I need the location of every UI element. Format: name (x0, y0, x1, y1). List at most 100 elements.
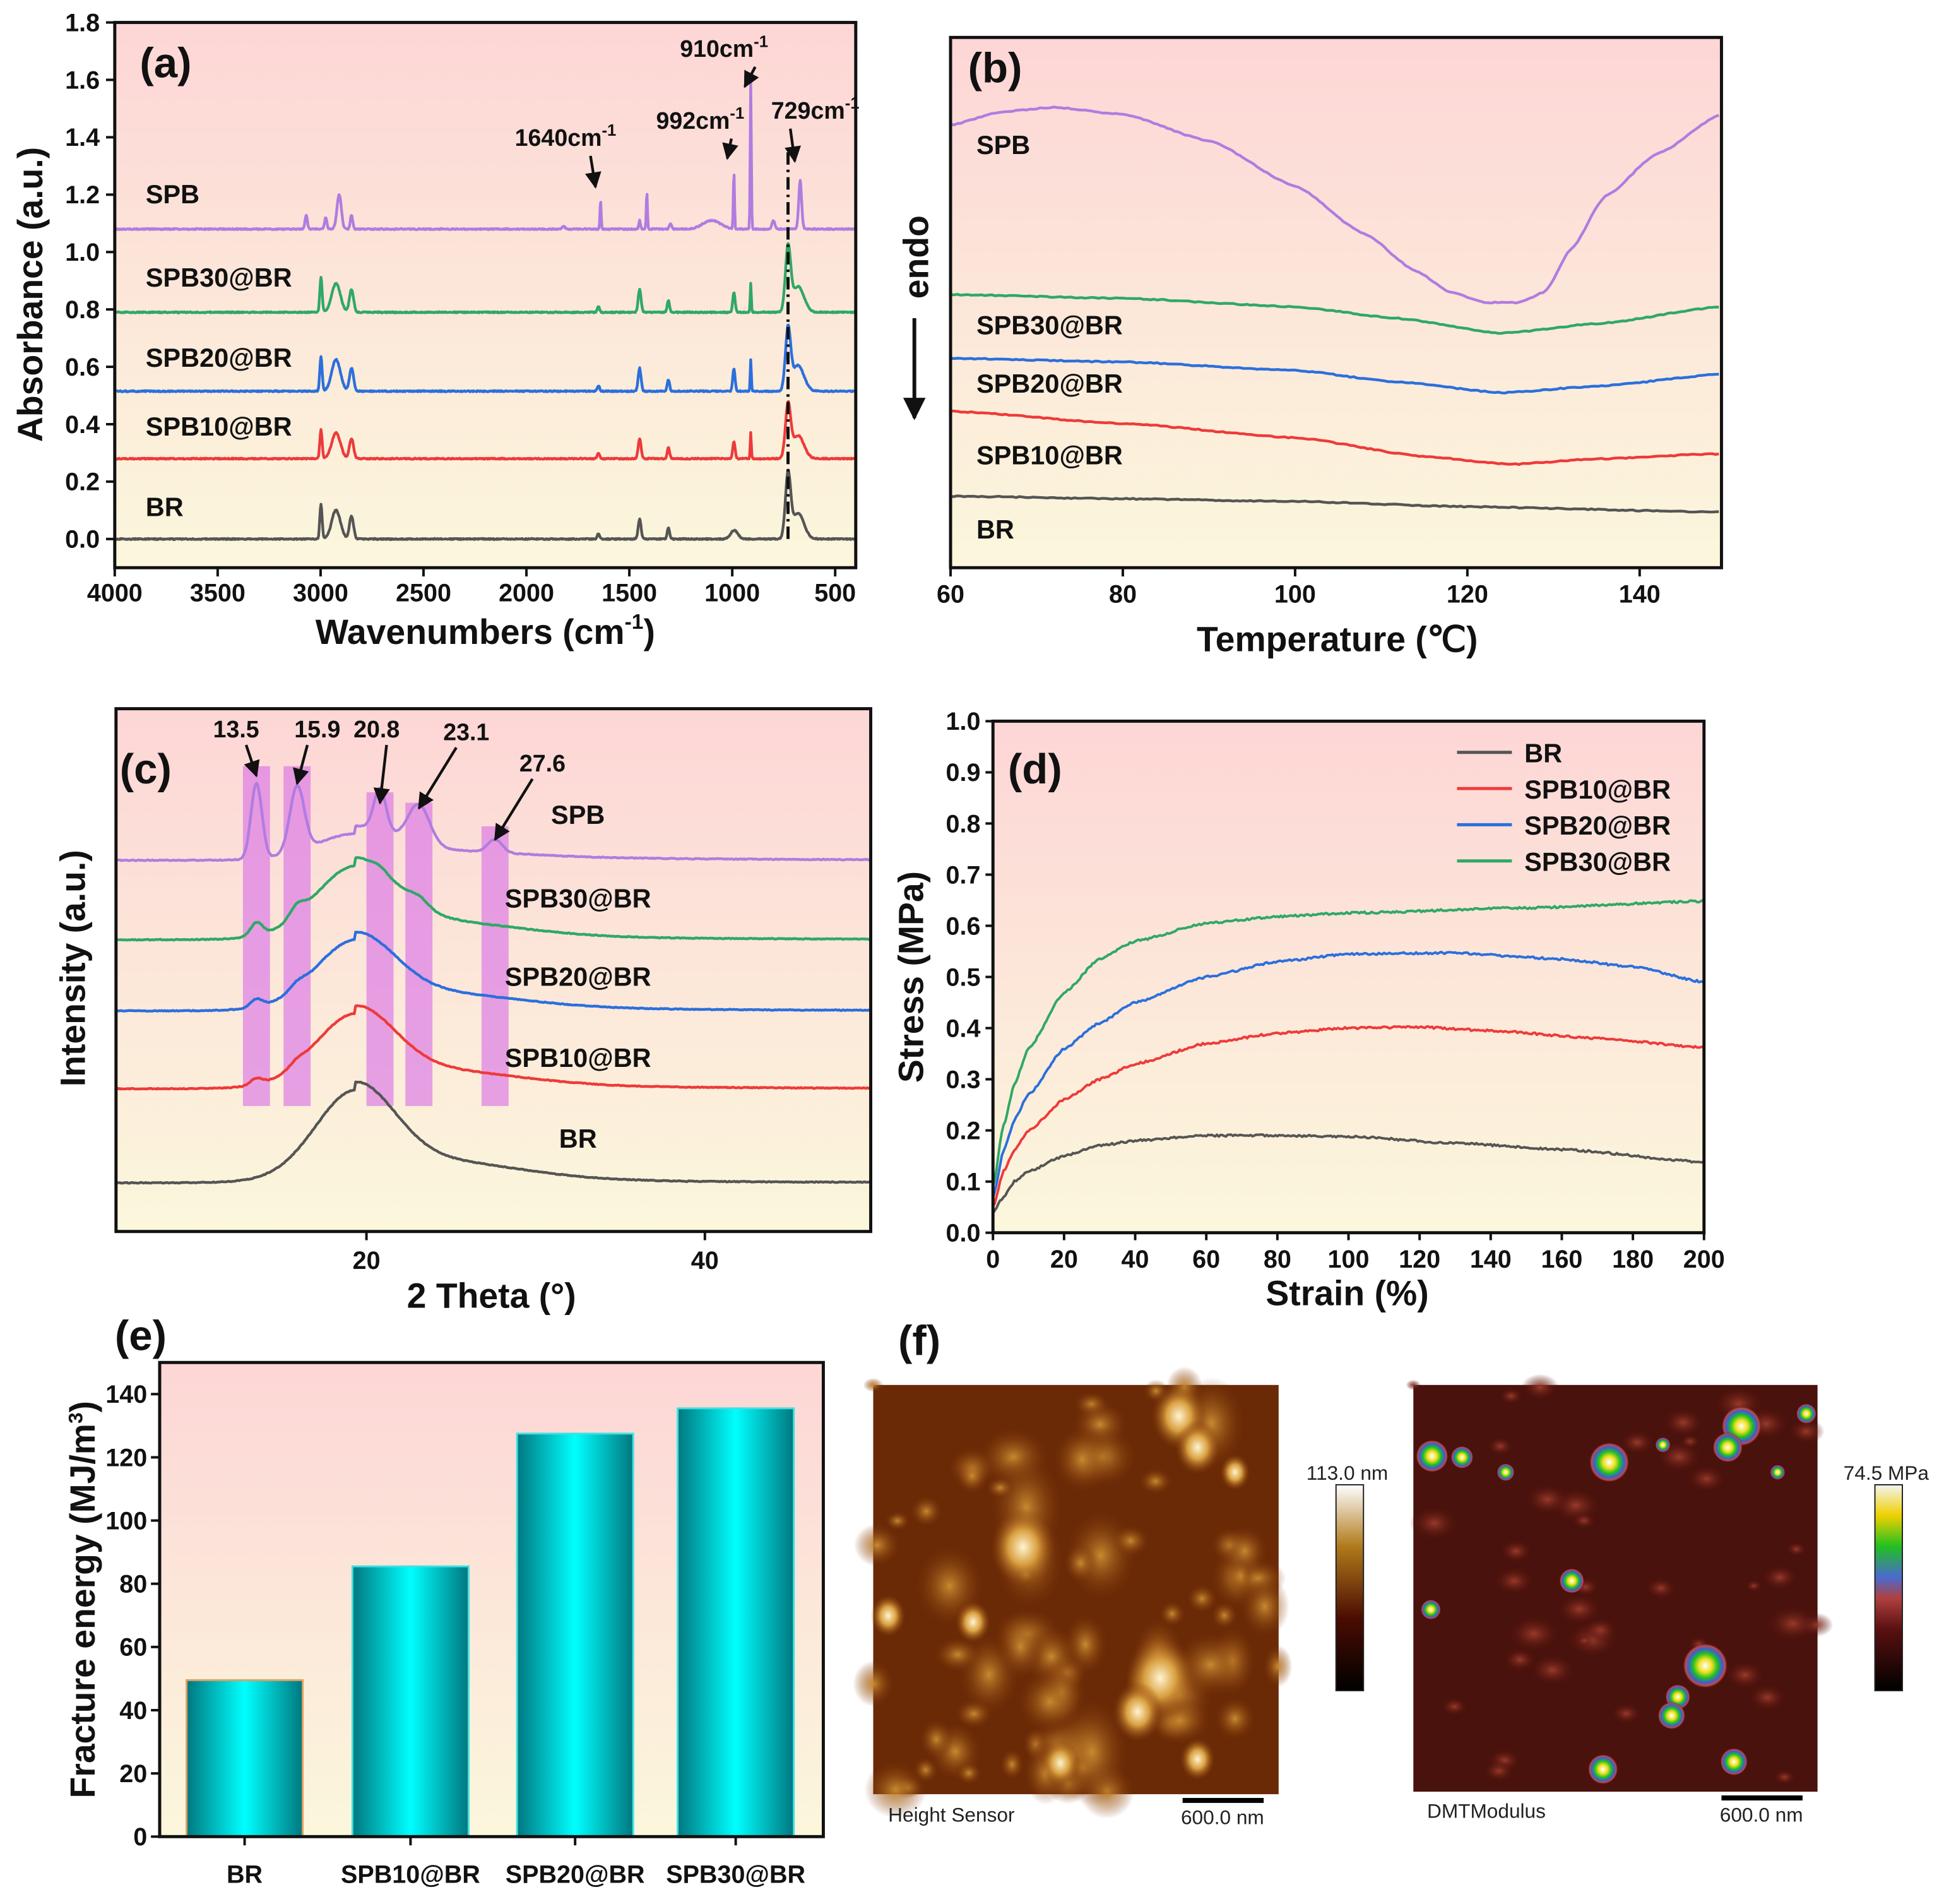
plot-frame (113, 21, 858, 569)
modulus-texture (1498, 1539, 1533, 1564)
modulus-texture (1679, 1434, 1701, 1449)
y-tick-label: 0.7 (946, 861, 981, 889)
height-texture (919, 1719, 954, 1759)
modulus-texture (1610, 1703, 1642, 1725)
peak-annotation: 992cm-1 (656, 105, 745, 134)
height-texture (885, 1511, 910, 1531)
annotation-superscript: -1 (602, 122, 616, 140)
series-label: SPB (146, 179, 199, 209)
x-tick-label: 40 (691, 1247, 719, 1275)
height-texture (1240, 1575, 1289, 1638)
y-tick-label: 0.0 (946, 1220, 981, 1247)
height-bright-feature (1040, 1739, 1081, 1787)
modulus-texture (1745, 1580, 1763, 1592)
xrd-line-spb30-br (116, 856, 871, 942)
x-tick-label: 1500 (602, 580, 657, 607)
height-texture (1262, 1645, 1293, 1688)
y-tick-label: 0 (133, 1823, 147, 1851)
series-label: SPB20@BR (505, 962, 651, 992)
y-tick-label: 0.4 (946, 1014, 981, 1042)
series-label: SPB10@BR (976, 440, 1123, 470)
y-tick-label: 1.4 (65, 124, 100, 152)
modulus-stiff-domain (1497, 1463, 1515, 1481)
y-tick-label: 0.4 (65, 411, 100, 439)
modulus-stiff-domain (1796, 1403, 1817, 1424)
height-texture (1186, 1584, 1218, 1613)
y-tick-label: 1.2 (65, 181, 100, 209)
panel-e-fracture-energy-chart: BR SPB10@BR SPB20@BR SPB30@BR 0 20 40 60 80 100 12… (105, 1360, 825, 1888)
modulus-stiff-domain (1683, 1643, 1728, 1689)
panel-e-ylabel: Fracture energy (MJ/m3) (63, 1401, 102, 1798)
modulus-stiff-domain (1712, 1432, 1743, 1463)
plot-background (951, 37, 1722, 568)
x-tick-label: 80 (1264, 1246, 1291, 1273)
peak-annotation: 23.1 (443, 718, 489, 745)
height-texture (864, 1761, 927, 1819)
modulus-texture (1521, 1374, 1560, 1401)
x-tick-label: 0 (986, 1246, 1000, 1273)
ftir-line-br (114, 468, 857, 541)
x-tick-label: 160 (1541, 1246, 1582, 1273)
stress-line-spb30-br (992, 899, 1705, 1187)
height-texture (1211, 1602, 1238, 1629)
y-tick-label: 1.8 (65, 9, 100, 37)
annotation-arrow (244, 744, 260, 778)
dsc-line-spb30-br (950, 293, 1719, 335)
height-bright-feature (955, 1601, 991, 1643)
height-texture (910, 1496, 943, 1527)
y-tick-label: 140 (105, 1381, 147, 1408)
annotation-arrow (494, 778, 534, 842)
legend-label: SPB20@BR (1524, 811, 1671, 840)
x-tick-label: 200 (1683, 1246, 1725, 1273)
x-tick-label: 140 (1470, 1246, 1512, 1273)
height-texture (956, 1457, 988, 1495)
x-tick-label: 1000 (704, 580, 760, 607)
y-tick-label: 1.6 (65, 66, 100, 94)
panel-d-stress-strain-chart: BR SPB10@BR SPB20@BR SPB30@BR 0 20 40 60 80 100 12… (946, 708, 1725, 1273)
y-tick-label: 1.0 (946, 708, 981, 735)
y-tick-label: 0.3 (946, 1066, 981, 1093)
modulus-texture (1686, 1465, 1727, 1493)
modulus-texture (1582, 1617, 1619, 1643)
peak-annotation: 27.6 (519, 750, 566, 776)
x-tick-label: 2000 (499, 580, 554, 607)
x-tick-label: 140 (1619, 581, 1661, 609)
peak-annotation: 20.8 (353, 716, 400, 742)
annotation-arrow (744, 66, 759, 88)
dsc-line-spb10-br (950, 409, 1719, 466)
height-texture (853, 1523, 901, 1567)
legend-label: SPB30@BR (1524, 847, 1671, 877)
modulus-stiff-domain (1416, 1439, 1449, 1473)
annotation-arrow (584, 155, 602, 189)
x-tick-label: 2500 (396, 580, 451, 607)
xrd-line-br (116, 1080, 870, 1185)
panel-a-ylabel: Absorbance (a.u.) (11, 147, 50, 442)
panel-c-ylabel: Intensity (a.u.) (53, 850, 92, 1086)
modulus-texture (1619, 1430, 1656, 1455)
height-texture (996, 1613, 1045, 1680)
height-texture (1111, 1525, 1150, 1557)
height-bright-feature (1219, 1454, 1250, 1490)
modulus-texture (1766, 1605, 1820, 1643)
plot-frame (949, 35, 1723, 569)
ftir-line-spb20-br (114, 323, 857, 393)
y-tick-label: 0.6 (946, 912, 981, 940)
y-tick-label: 0.2 (946, 1117, 981, 1145)
panel-c-xrd-chart: SPB SPB30@BR SPB20@BR SPB10@BR BR 13.5 15.9 20.… (114, 707, 872, 1275)
x-tick-label: 40 (1122, 1246, 1149, 1273)
modulus-texture (1406, 1379, 1421, 1391)
legend-label: BR (1524, 739, 1562, 768)
afm-modulus-image (1406, 1374, 1834, 1792)
modulus-colorbar (1874, 1484, 1904, 1692)
dsc-line-br (951, 494, 1719, 514)
modulus-texture (1524, 1483, 1570, 1516)
series-label: SPB30@BR (146, 263, 292, 292)
xrd-line-spb20-br (116, 931, 870, 1013)
height-caption: Height Sensor (888, 1804, 1014, 1826)
modulus-stiff-domain (1450, 1446, 1474, 1469)
modulus-stiff-domain (1589, 1442, 1630, 1482)
y-tick-label: 0.8 (65, 296, 100, 324)
panel-c-xlabel: 2 Theta (°) (407, 1276, 576, 1315)
modulus-stiff-domain (1559, 1568, 1585, 1593)
